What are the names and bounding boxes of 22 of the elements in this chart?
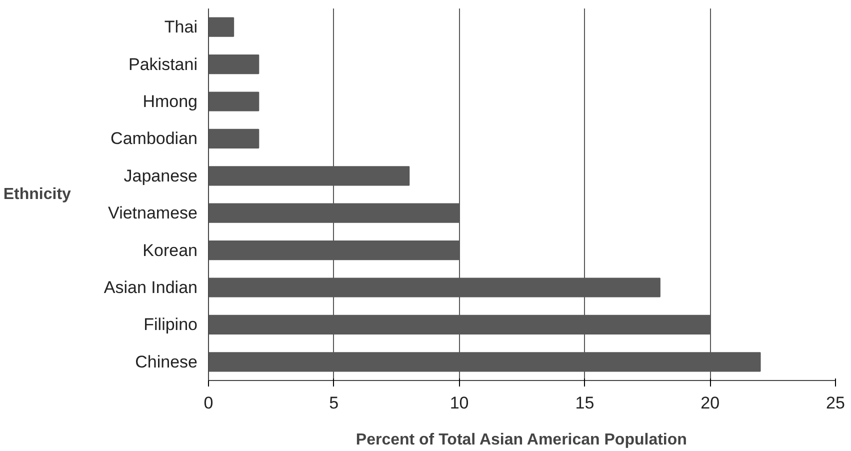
y-tick-label: Pakistani xyxy=(128,54,198,74)
y-tick-label: Vietnamese xyxy=(108,204,198,223)
y-axis-title: Ethnicity xyxy=(3,186,72,203)
bar xyxy=(208,54,260,74)
bar xyxy=(208,128,260,148)
y-tick-label: Cambodian xyxy=(110,129,198,148)
x-tick-label: 15 xyxy=(575,394,594,412)
x-axis-title: Percent of Total Asian American Population xyxy=(356,432,687,448)
x-tick-label: 0 xyxy=(204,394,214,412)
bar xyxy=(208,92,260,112)
y-tick-label: Chinese xyxy=(135,352,198,372)
y-tick-label: Asian Indian xyxy=(104,278,198,297)
x-tick-label: 25 xyxy=(826,394,845,412)
y-tick-label: Korean xyxy=(142,240,198,260)
x-tick-label: 5 xyxy=(329,394,339,412)
x-tick-label: 10 xyxy=(450,394,469,412)
y-tick-label: Thai xyxy=(164,18,198,37)
y-tick-label: Filipino xyxy=(144,315,198,334)
y-tick-label: Hmong xyxy=(142,92,198,111)
x-tick-label: 20 xyxy=(700,394,720,412)
bar xyxy=(208,17,234,37)
y-tick-label: Japanese xyxy=(124,166,198,186)
